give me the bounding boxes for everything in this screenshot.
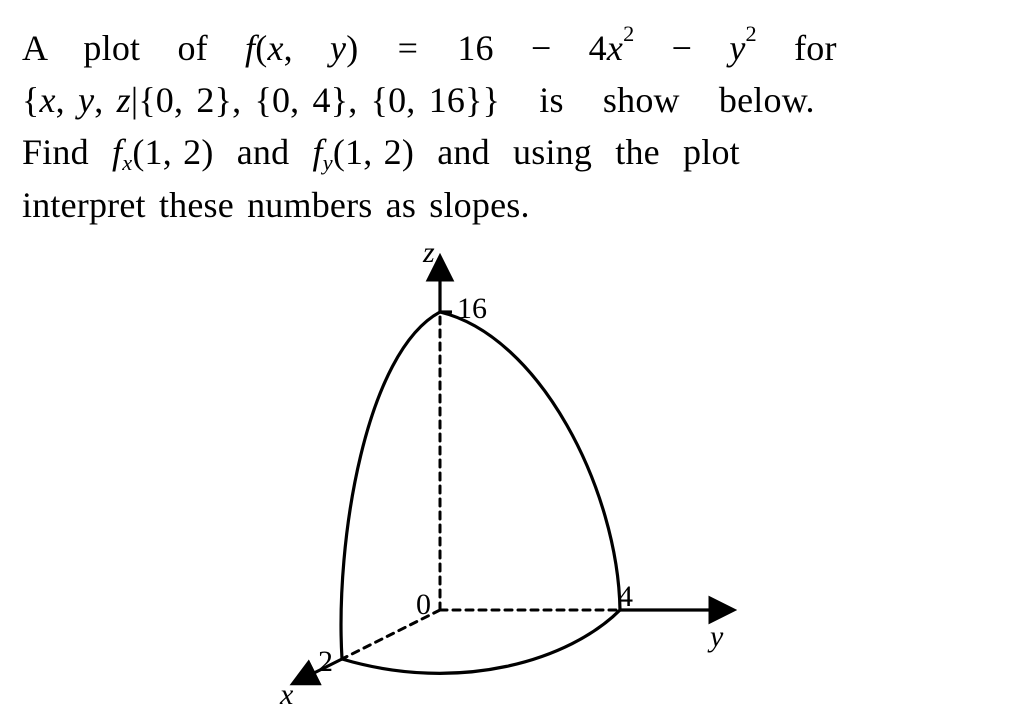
diagram-3d-surface: z 16 0 4 y 2 x (170, 240, 810, 700)
word: is (539, 80, 563, 120)
var-y: y (729, 28, 745, 68)
minus-sign: − (672, 22, 693, 74)
word: A (22, 28, 46, 68)
text-line-2: {x, y, z|{0, 2}, {0, 4}, {0, 16}} is sho… (22, 74, 984, 126)
axis-label-y: y (710, 620, 723, 654)
math-f: f (245, 28, 255, 68)
word: and (437, 132, 490, 172)
word: plot (683, 132, 740, 172)
math-fxy: f(x, y) (245, 28, 358, 68)
equals-sign: = (396, 22, 421, 74)
axis-label-z: z (423, 236, 435, 270)
subscript-x: x (122, 150, 132, 175)
text-line-3: Find fx(1, 2) and fy(1, 2) and using the… (22, 126, 984, 179)
word: and (237, 132, 290, 172)
minus-sign: − (531, 22, 552, 74)
origin-label: 0 (416, 588, 431, 622)
superscript-2: 2 (746, 21, 757, 46)
word: using (513, 132, 592, 172)
sentence: interpret these numbers as slopes. (22, 185, 530, 225)
page-root: A plot of f(x, y) = 16 − 4x2 − y2 for {x… (0, 0, 1024, 710)
axis-label-x: x (280, 678, 293, 712)
word: plot (83, 28, 140, 68)
text-line-1: A plot of f(x, y) = 16 − 4x2 − y2 for (22, 18, 984, 74)
num-16: 16 (457, 28, 493, 68)
set-expression: {x, y, z|{0, 2}, {0, 4}, {0, 16}} (22, 80, 500, 120)
tick-label-y: 4 (618, 580, 633, 614)
word: for (794, 28, 837, 68)
text-line-4: interpret these numbers as slopes. (22, 179, 984, 231)
superscript-2: 2 (623, 21, 634, 46)
fy-at-12: fy(1, 2) (313, 132, 415, 172)
tick-label-z-top: 16 (457, 292, 487, 326)
word: below. (719, 80, 815, 120)
word: Find (22, 132, 89, 172)
tick-label-x: 2 (318, 645, 333, 679)
fx-at-12: fx(1, 2) (112, 132, 214, 172)
set-ranges: {0, 2}, {0, 4}, {0, 16}} (138, 80, 500, 120)
word: of (177, 28, 207, 68)
word: the (615, 132, 660, 172)
term-4x2: 4x2 (589, 28, 635, 68)
word: show (603, 80, 680, 120)
subscript-y: y (323, 150, 333, 175)
term-y2: y2 (729, 28, 757, 68)
